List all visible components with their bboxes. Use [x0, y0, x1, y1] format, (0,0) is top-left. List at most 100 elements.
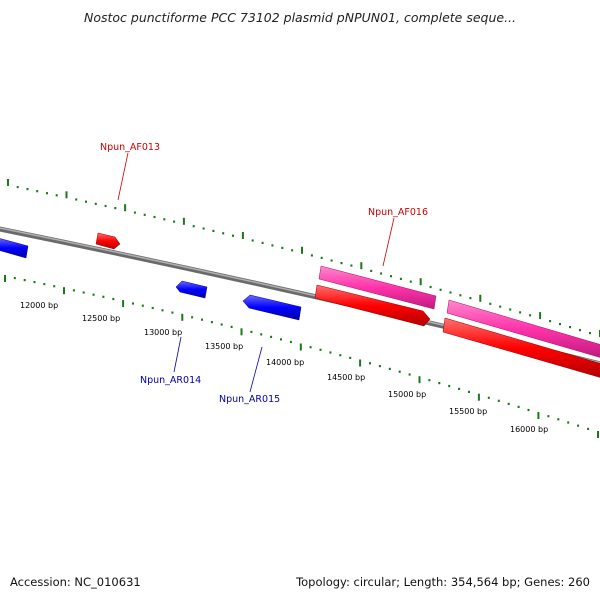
minor-tick: [398, 370, 401, 373]
minor-tick: [448, 384, 451, 388]
minor-tick: [171, 311, 174, 314]
scale-label: 13000 bp: [144, 328, 182, 337]
minor-tick: [547, 415, 550, 418]
major-tick: [360, 262, 363, 270]
gene-npun-ar015[interactable]: [242, 294, 302, 321]
major-tick: [477, 393, 480, 401]
major-tick: [419, 278, 422, 286]
minor-tick: [271, 244, 274, 247]
minor-tick: [517, 405, 520, 408]
minor-tick: [85, 200, 87, 203]
gene-right-forward[interactable]: [442, 317, 600, 378]
minor-tick: [43, 283, 46, 286]
feature-right[interactable]: [446, 299, 600, 358]
gene-label-af013: Npun_AF013: [100, 142, 160, 153]
minor-tick: [569, 326, 571, 329]
major-tick: [301, 246, 303, 254]
major-tick: [181, 313, 184, 321]
scale-label: 12000 bp: [20, 301, 58, 310]
minor-tick: [438, 382, 441, 385]
major-tick: [4, 275, 6, 282]
minor-tick: [55, 194, 58, 197]
minor-tick: [350, 264, 353, 267]
minor-tick: [519, 311, 522, 314]
minor-tick: [92, 293, 95, 296]
minor-tick: [261, 241, 264, 244]
minor-tick: [489, 302, 492, 305]
minor-tick: [349, 356, 352, 359]
minor-tick: [567, 421, 570, 424]
minor-tick: [499, 305, 502, 308]
minor-tick: [232, 234, 234, 237]
minor-tick: [449, 291, 452, 294]
minor-tick: [439, 288, 442, 291]
minor-tick: [380, 272, 383, 275]
minor-tick: [230, 325, 233, 328]
leader-line-af013: [117, 152, 129, 201]
major-tick: [539, 312, 542, 320]
minor-tick: [104, 204, 107, 208]
minor-tick: [33, 281, 36, 284]
gene-left-reverse[interactable]: [0, 238, 29, 259]
minor-tick: [94, 202, 97, 205]
gene-label-ar014: Npun_AR014: [140, 375, 201, 386]
minor-tick: [329, 351, 332, 354]
scale-label: 15000 bp: [388, 390, 426, 399]
minor-tick: [487, 396, 490, 399]
major-tick: [479, 294, 482, 302]
minor-tick: [191, 316, 194, 319]
minor-tick: [428, 379, 431, 382]
major-tick: [359, 359, 362, 367]
minor-tick: [509, 308, 512, 311]
minor-tick: [370, 269, 373, 272]
minor-tick: [559, 323, 561, 326]
minor-tick: [132, 302, 134, 305]
gene-npun-af016[interactable]: [314, 284, 431, 327]
major-tick: [122, 300, 125, 308]
minor-tick: [429, 285, 432, 289]
minor-tick: [13, 277, 16, 280]
minor-tick: [210, 321, 213, 324]
minor-tick: [141, 304, 144, 307]
minor-tick: [390, 275, 392, 278]
minor-tick: [280, 338, 282, 341]
minor-tick: [202, 227, 205, 230]
scale-label: 13500 bp: [205, 342, 243, 351]
minor-tick: [289, 340, 292, 344]
gene-npun-ar014[interactable]: [175, 280, 208, 299]
minor-tick: [579, 329, 581, 332]
minor-tick: [577, 424, 580, 427]
minor-tick: [112, 297, 115, 301]
minor-tick: [151, 306, 154, 310]
gene-npun-af013[interactable]: [95, 232, 121, 250]
minor-tick: [507, 402, 510, 405]
major-tick: [63, 287, 65, 295]
minor-tick: [310, 254, 313, 257]
minor-tick: [250, 330, 253, 333]
minor-tick: [587, 427, 590, 430]
minor-tick: [497, 399, 500, 402]
minor-tick: [114, 207, 117, 210]
map-title: Nostoc punctiforme PCC 73102 plasmid pNP…: [83, 10, 516, 25]
minor-tick: [222, 232, 225, 235]
feature-npun-af016[interactable]: [318, 265, 437, 310]
scale-label: 15500 bp: [449, 407, 487, 416]
minor-tick: [220, 323, 223, 326]
minor-tick: [557, 418, 560, 421]
scale-label: 16000 bp: [510, 425, 548, 434]
scale-label: 12500 bp: [82, 314, 120, 323]
minor-tick: [72, 289, 75, 292]
minor-tick: [212, 229, 215, 232]
minor-tick: [469, 297, 472, 300]
major-tick: [537, 412, 540, 419]
minor-tick: [458, 387, 461, 390]
minor-tick: [281, 246, 284, 249]
minor-tick: [399, 277, 402, 280]
minor-tick: [23, 279, 26, 282]
minor-tick: [468, 390, 470, 393]
minor-tick: [46, 192, 48, 195]
major-tick: [418, 376, 421, 384]
leader-line-af016: [382, 217, 395, 267]
minor-tick: [339, 354, 342, 357]
minor-tick: [378, 365, 381, 368]
